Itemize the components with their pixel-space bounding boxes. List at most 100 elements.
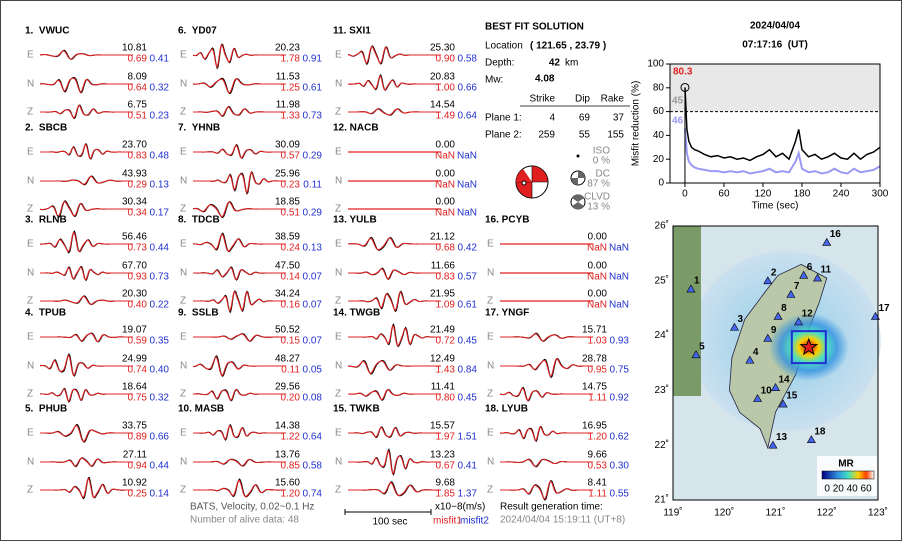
map-station-label: 1 [694,276,700,287]
misfit1: 0.75 [128,393,148,404]
misfit1: 0.85 [281,461,301,472]
waveform-synthetic [500,480,593,500]
amplitude: 23.70 [122,140,147,151]
component-label: Z [27,296,33,307]
plane-value: 69 [579,113,591,124]
component-label: E [27,428,34,439]
misfit2: 0.92 [610,393,630,404]
component-label: N [27,457,34,468]
component-label: Z [27,389,33,400]
misfit2: 0.93 [610,336,630,347]
station-name: 2. SBCB [25,123,67,134]
component-label: N [27,268,34,279]
misfit1: 1.25 [281,83,301,94]
map-station-label: 13 [776,432,788,443]
mt-part-percent: 0 % [593,156,610,167]
misfit2: 0.58 [303,461,323,472]
amplitude: 11.53 [276,72,301,83]
generated-time: 2024/04/04 15:19:11 (UT+8) [500,515,625,526]
misfit1: 0.72 [436,336,456,347]
amplitude: 11.98 [276,100,301,111]
map-station [729,322,740,331]
map-station [745,355,755,364]
amplitude: 21.95 [430,289,455,300]
map-station [686,284,696,293]
amplitude: 13.76 [275,450,300,461]
component-label: N [180,79,187,90]
station-name: 11. SXI1 [333,26,371,37]
misfit2: NaN [609,272,629,283]
misfit1: 0.34 [128,208,148,219]
lon-label: 121˚ [765,507,785,519]
epicenter-star [799,337,819,356]
misfit1: NaN [435,151,455,162]
misfit1: NaN [435,180,455,191]
lat-label: 23˚ [655,384,669,396]
map-station-label: 7 [794,281,800,292]
y-tick-label: 20 [653,154,665,165]
amplitude: 25.96 [275,169,300,180]
waveform-synthetic [40,295,133,305]
misfit2: 0.17 [150,208,170,219]
misfit1: 0.20 [281,393,301,404]
misfit2: 0.91 [303,54,323,65]
amplitude: 25.30 [430,43,455,54]
map-station [799,270,809,279]
x-tick-label: 120 [755,189,772,200]
station-name: 7. YHNB [178,123,220,134]
amplitude: 67.70 [122,261,147,272]
waveform-synthetic [39,388,133,402]
misfit1: 0.94 [128,461,148,472]
station-name: 17. YNGF [485,308,529,319]
amplitude: 9.66 [588,450,608,461]
annotation: 46 [672,116,684,127]
map-station [768,440,778,449]
misfit2: 0.73 [150,272,170,283]
component-label: Z [335,107,341,118]
amplitude: 11.41 [431,382,456,393]
amplitude: 0.00 [588,261,608,272]
x-axis-label: Time (sec) [752,201,799,212]
mt-part-name: DC [596,169,610,180]
waveform-synthetic [193,356,286,377]
misfit-line [684,87,881,162]
amplitude: 8.09 [128,72,148,83]
waveform-synthetic [348,291,441,311]
amplitude: 28.78 [582,354,607,365]
waveform-synthetic [348,108,441,116]
map-station [753,394,763,402]
location-label: Location [485,41,523,52]
mt-part-name: CLVD [584,192,610,203]
misfit2: 0.14 [150,489,170,500]
misfit2: 0.42 [458,243,478,254]
event-date: 2024/04/04 [750,21,800,32]
station-name: 5. PHUB [25,404,67,415]
component-label: E [180,428,187,439]
amplitude: 14.75 [582,382,607,393]
misfit2: 0.22 [150,300,170,311]
waveform-synthetic [40,104,133,119]
waveform-synthetic [348,268,441,280]
component-label: E [180,332,187,343]
amplitude: 20.30 [122,289,147,300]
map-station [778,399,788,408]
plane-value: 259 [538,130,555,141]
component-label: E [27,50,34,61]
map-station-label: 17 [878,303,890,314]
misfit1: 1.43 [436,365,456,376]
amplitude: 10.92 [122,478,147,489]
waveform-synthetic [193,267,286,281]
waveform-synthetic [347,237,441,251]
component-label: N [335,176,342,187]
misfit2: 0.74 [303,489,323,500]
amplitude: 11.66 [431,261,456,272]
amplitude: 6.75 [128,100,148,111]
misfit2: NaN [609,243,629,254]
component-label: N [487,457,494,468]
map-station-label: 4 [753,347,759,358]
waveform-synthetic [348,426,441,438]
x-tick-label: 240 [833,189,850,200]
misfit2: 0.64 [303,432,323,443]
amplitude: 15.71 [582,325,607,336]
threshold-zone [670,64,880,112]
